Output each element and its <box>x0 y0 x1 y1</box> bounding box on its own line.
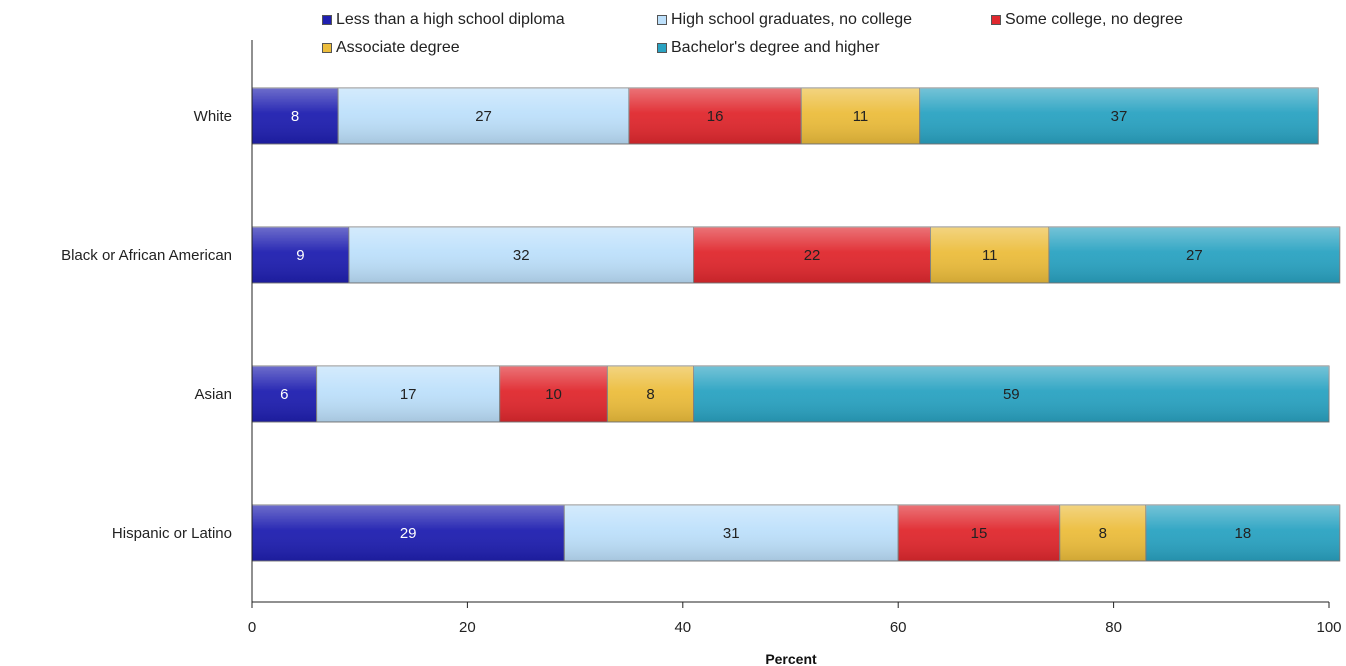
category-label-hispanic-or-latino: Hispanic or Latino <box>112 525 232 542</box>
legend-label-some-college: Some college, no degree <box>1005 11 1183 28</box>
legend-item-associate: Associate degree <box>322 39 460 57</box>
x-ticks-layer: 0 20 40 60 80 100 <box>248 602 1342 636</box>
x-tick-label-0: 0 <box>248 619 256 636</box>
bar-segment-shading <box>930 227 1049 283</box>
legend-swatch-bachelors <box>657 43 667 53</box>
data-label-white-associate-degree: 11 <box>853 108 869 125</box>
legend-swatch-some-college <box>991 15 1001 25</box>
x-axis-title: Percent <box>765 651 817 666</box>
legend-item-bachelors: Bachelor's degree and higher <box>657 39 880 57</box>
data-label-black-or-african-american-bachelor-s-degree-and-higher: 27 <box>1186 247 1203 264</box>
chart-legend: Less than a high school diploma High sch… <box>0 0 1346 70</box>
bar-segment-shading <box>801 88 920 144</box>
bar-segment-shading <box>338 88 629 144</box>
x-tick-label-20: 20 <box>459 619 476 636</box>
legend-item-some-college: Some college, no degree <box>991 11 1183 29</box>
bar-segment-shading <box>898 505 1060 561</box>
legend-item-hs-graduates: High school graduates, no college <box>657 11 912 29</box>
x-tick-label-60: 60 <box>890 619 907 636</box>
bar-segment-shading <box>628 88 802 144</box>
bar-segment-shading <box>316 366 500 422</box>
bar-segment-shading <box>252 227 349 283</box>
data-label-white-some-college-no-degree: 16 <box>707 108 724 125</box>
x-tick-label-100: 100 <box>1316 619 1341 636</box>
data-label-white-high-school-graduates-no-college: 27 <box>475 108 492 125</box>
data-label-asian-some-college-no-degree: 10 <box>545 386 562 403</box>
data-label-asian-less-than-a-high-school-diploma: 6 <box>280 386 288 403</box>
data-label-black-or-african-american-high-school-graduates-no-college: 32 <box>513 247 530 264</box>
x-tick-label-40: 40 <box>674 619 691 636</box>
bar-segment-shading <box>1048 227 1340 283</box>
category-label-black-or-african-american: Black or African American <box>61 247 232 264</box>
data-label-hispanic-or-latino-some-college-no-degree: 15 <box>971 525 988 542</box>
data-label-hispanic-or-latino-high-school-graduates-no-college: 31 <box>723 525 740 542</box>
bar-segment-shading <box>348 227 694 283</box>
data-label-black-or-african-american-some-college-no-degree: 22 <box>804 247 821 264</box>
data-label-asian-bachelor-s-degree-and-higher: 59 <box>1003 386 1020 403</box>
data-label-asian-associate-degree: 8 <box>646 386 654 403</box>
bar-segment-shading <box>252 505 565 561</box>
bars-layer: 8 27 16 11 37 9 32 22 11 27 6 17 10 8 59 29 31 15 8 18 <box>251 87 1341 562</box>
bar-segment-shading <box>1145 505 1340 561</box>
legend-swatch-less-than-hs <box>322 15 332 25</box>
bar-segment-shading <box>693 366 1329 422</box>
bar-segment-shading <box>607 366 694 422</box>
data-label-white-less-than-a-high-school-diploma: 8 <box>291 108 299 125</box>
bar-segment-shading <box>252 88 339 144</box>
x-tick-label-80: 80 <box>1105 619 1122 636</box>
legend-label-associate: Associate degree <box>336 39 460 56</box>
legend-swatch-hs-graduates <box>657 15 667 25</box>
legend-label-bachelors: Bachelor's degree and higher <box>671 39 880 56</box>
legend-swatch-associate <box>322 43 332 53</box>
bar-segment-shading <box>499 366 608 422</box>
data-label-hispanic-or-latino-less-than-a-high-school-diploma: 29 <box>400 525 417 542</box>
bar-segment-shading <box>564 505 899 561</box>
legend-item-less-than-hs: Less than a high school diploma <box>322 11 565 29</box>
bar-segment-shading <box>1059 505 1146 561</box>
legend-label-hs-graduates: High school graduates, no college <box>671 11 913 28</box>
data-label-black-or-african-american-less-than-a-high-school-diploma: 9 <box>296 247 304 264</box>
category-label-asian: Asian <box>194 386 232 403</box>
category-label-white: White <box>194 108 232 125</box>
bar-segment-shading <box>252 366 317 422</box>
y-labels-layer: White Black or African American Asian Hispa… <box>61 108 232 542</box>
data-label-white-bachelor-s-degree-and-higher: 37 <box>1111 108 1128 125</box>
bar-segment-shading <box>919 88 1319 144</box>
data-label-asian-high-school-graduates-no-college: 17 <box>400 386 417 403</box>
bar-segment-shading <box>693 227 931 283</box>
data-label-hispanic-or-latino-bachelor-s-degree-and-higher: 18 <box>1234 525 1251 542</box>
legend-label-less-than-hs: Less than a high school diploma <box>336 11 565 28</box>
data-label-black-or-african-american-associate-degree: 11 <box>982 247 998 264</box>
data-label-hispanic-or-latino-associate-degree: 8 <box>1099 525 1107 542</box>
